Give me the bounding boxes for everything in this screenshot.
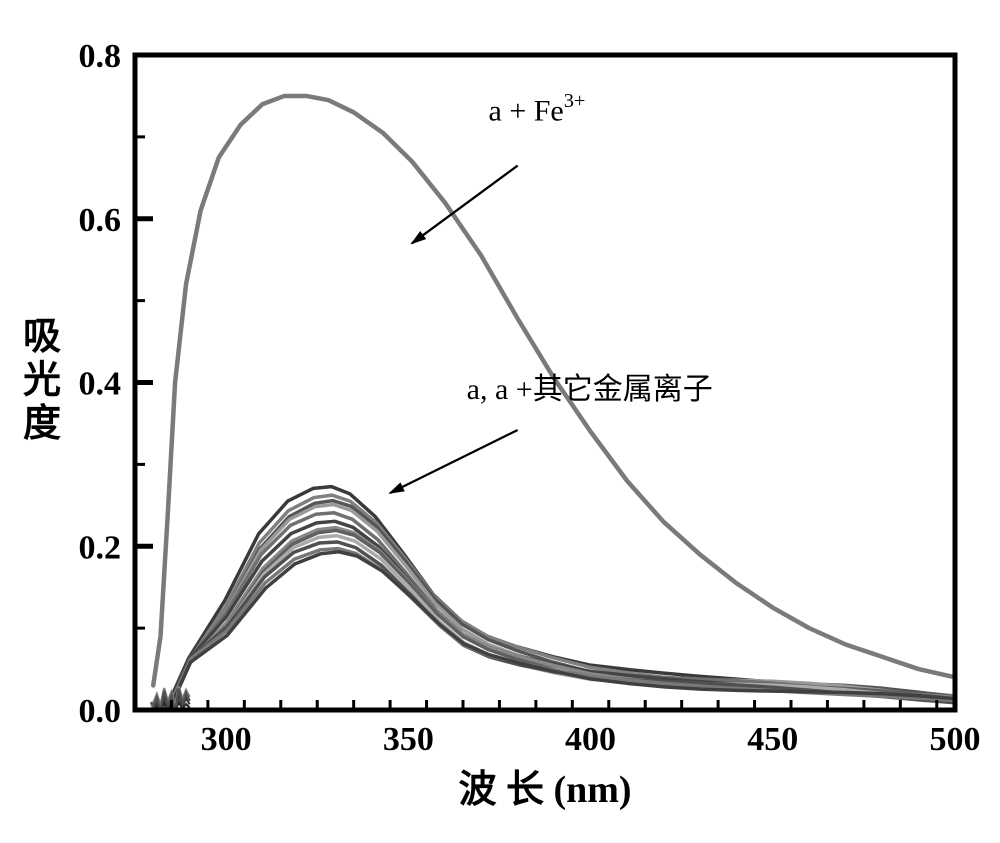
- y-axis-label-char: 度: [23, 403, 61, 445]
- y-tick-label: 0.6: [79, 202, 122, 239]
- x-tick-label: 350: [383, 721, 434, 758]
- absorbance-chart: 300 350 400 450 500 0.0 0.2 0.4 0.6 0.8 波 长 (nm) 吸光…: [0, 0, 1000, 843]
- x-tick-label: 300: [201, 721, 252, 758]
- annotation-label-1: a, a +其它金属离子: [467, 373, 713, 406]
- y-tick-label: 0.2: [79, 529, 122, 566]
- x-tick-label: 450: [747, 721, 798, 758]
- y-axis-label-char: 光: [23, 360, 61, 402]
- x-tick-label: 500: [930, 721, 981, 758]
- y-axis-label-char: 吸: [23, 316, 61, 358]
- y-tick-label: 0.0: [79, 693, 122, 730]
- y-tick-label: 0.4: [79, 366, 122, 403]
- y-tick-label: 0.8: [79, 38, 122, 75]
- x-tick-label: 400: [565, 721, 616, 758]
- chart-svg: 300 350 400 450 500 0.0 0.2 0.4 0.6 0.8 波 长 (nm) 吸光…: [0, 0, 1000, 843]
- x-axis-label: 波 长 (nm): [458, 769, 631, 811]
